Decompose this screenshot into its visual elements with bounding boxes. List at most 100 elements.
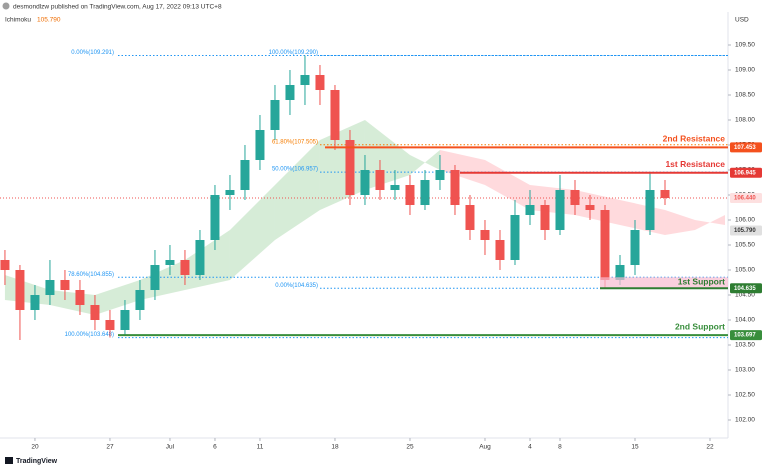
ichimoku-cloud xyxy=(409,150,440,175)
level-name: 2nd Support xyxy=(675,321,725,331)
candle-body xyxy=(345,140,355,195)
fib-label: 100.00%(109.290) xyxy=(269,50,318,56)
candle-body xyxy=(630,230,640,265)
y-tick-label: 103.50 xyxy=(735,342,755,349)
y-tick-label: 102.50 xyxy=(735,392,755,399)
brand-logo xyxy=(5,457,13,464)
x-tick-label: 6 xyxy=(213,444,217,451)
ichimoku-cloud xyxy=(694,215,725,230)
price-tag xyxy=(730,330,762,341)
candle-body xyxy=(75,290,85,305)
y-tick-label: 104.50 xyxy=(735,292,755,299)
x-tick-label: 22 xyxy=(706,444,714,451)
price-tag-label: 106.440 xyxy=(734,196,756,202)
candle-body xyxy=(105,320,115,330)
candle-body xyxy=(510,215,520,260)
price-tag-label: 105.790 xyxy=(734,228,756,234)
publisher: desmondlzw published on TradingView.com,… xyxy=(13,4,222,11)
x-tick-label: Aug xyxy=(479,444,491,451)
price-tag xyxy=(730,283,762,294)
y-tick-label: 108.00 xyxy=(735,117,755,124)
candle-body xyxy=(645,190,655,230)
y-tick-label: 104.00 xyxy=(735,317,755,324)
price-tag xyxy=(730,225,762,236)
candle-body xyxy=(150,265,160,290)
fib-label: 50.00%(106.957) xyxy=(272,167,318,173)
candle-body xyxy=(315,75,325,90)
ichimoku-cloud xyxy=(229,185,275,280)
fib-label: 0.00%(104.635) xyxy=(275,283,318,289)
candle-body xyxy=(30,295,40,310)
x-tick-label: 18 xyxy=(331,444,339,451)
fib-label: 78.60%(104.855) xyxy=(68,272,114,278)
candle-body xyxy=(495,240,505,260)
fib-label: 0.00%(109.291) xyxy=(71,50,114,56)
candle-body xyxy=(660,190,670,198)
price-tag-label: 103.697 xyxy=(734,333,756,339)
candle-body xyxy=(600,210,610,280)
ichimoku-cloud xyxy=(274,140,320,240)
candle-body xyxy=(615,265,625,280)
level-name: 1st Resistance xyxy=(665,159,725,169)
candle-body xyxy=(465,205,475,230)
avatar xyxy=(2,2,10,10)
candle-body xyxy=(450,170,460,205)
price-tag xyxy=(730,142,762,153)
candle-body xyxy=(405,185,415,205)
fib-label: 100.00%(103.648) xyxy=(65,332,114,338)
candle-body xyxy=(45,280,55,295)
level-name: 2nd Resistance xyxy=(663,134,726,144)
y-tick-label: 105.00 xyxy=(735,267,755,274)
candle-body xyxy=(300,75,310,85)
y-tick-label: 109.00 xyxy=(735,67,755,74)
y-tick-label: 105.50 xyxy=(735,242,755,249)
price-tag-label: 104.635 xyxy=(734,286,756,292)
price-tag-label: 106.945 xyxy=(734,170,756,176)
candle-body xyxy=(120,310,130,330)
candle-body xyxy=(330,90,340,140)
candle-body xyxy=(255,130,265,160)
candle-body xyxy=(435,170,445,180)
indicator-value: 105.790 xyxy=(37,17,61,24)
x-tick-label: 27 xyxy=(106,444,114,451)
candle-body xyxy=(525,205,535,215)
candle-body xyxy=(375,170,385,190)
ichimoku-cloud xyxy=(94,280,140,315)
candle-body xyxy=(360,170,370,195)
brand: TradingView xyxy=(16,458,58,465)
price-tag xyxy=(730,193,762,203)
y-tick-label: 102.00 xyxy=(735,417,755,424)
x-tick-label: 8 xyxy=(558,444,562,451)
candle-body xyxy=(420,180,430,205)
x-tick-label: 20 xyxy=(31,444,39,451)
support-zone xyxy=(600,277,728,289)
level-name: 1st Support xyxy=(678,277,725,287)
candle-body xyxy=(195,240,205,275)
price-tag xyxy=(730,167,762,178)
candle-body xyxy=(585,205,595,210)
candle-body xyxy=(90,305,100,320)
y-tick-label: 103.00 xyxy=(735,367,755,374)
x-tick-label: 11 xyxy=(257,444,264,451)
candle-body xyxy=(180,260,190,275)
candle-body xyxy=(270,100,280,130)
candle-body xyxy=(390,185,400,190)
candle-body xyxy=(60,280,70,290)
x-tick-label: 25 xyxy=(406,444,414,451)
candle-body xyxy=(540,205,550,230)
y-tick-label: 106.00 xyxy=(735,217,755,224)
candle-body xyxy=(15,270,25,310)
candle-body xyxy=(165,260,175,265)
y-tick-label: 108.50 xyxy=(735,92,755,99)
ichimoku-cloud xyxy=(529,185,575,215)
x-tick-label: Jul xyxy=(166,444,175,451)
candle-body xyxy=(210,195,220,240)
x-tick-label: 15 xyxy=(631,444,639,451)
ichimoku-cloud xyxy=(664,210,695,235)
candle-body xyxy=(480,230,490,240)
currency: USD xyxy=(735,17,749,24)
indicator-name: Ichimoku xyxy=(5,17,31,24)
candle-body xyxy=(570,190,580,205)
